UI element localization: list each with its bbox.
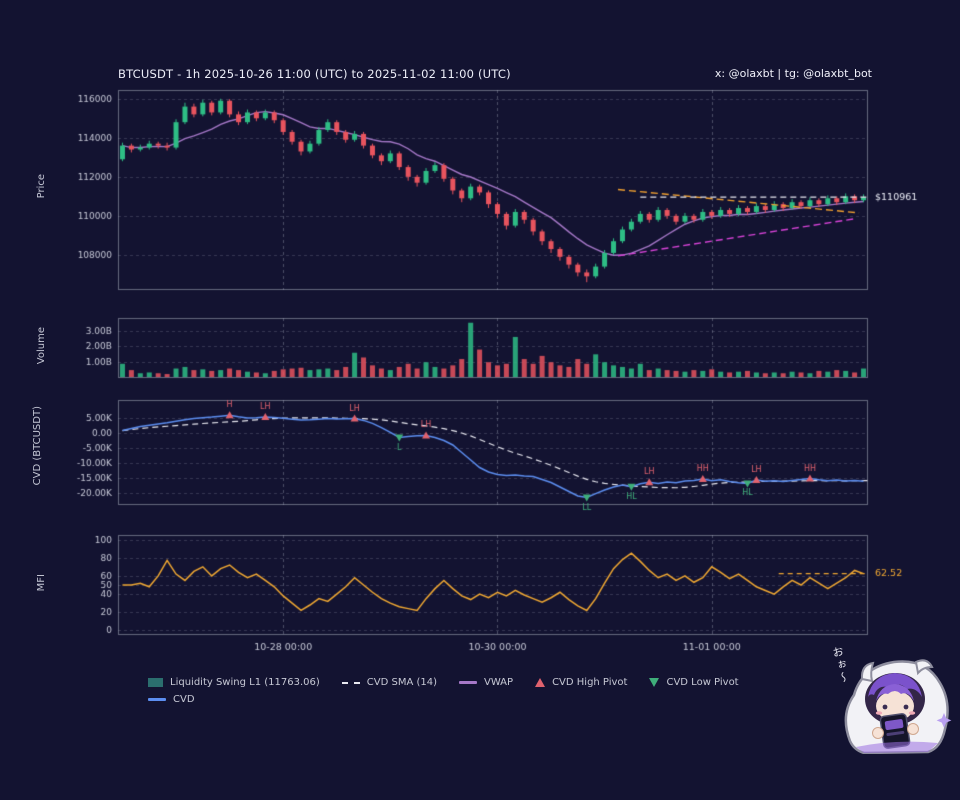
volume-axis-title: Volume [36, 327, 47, 365]
legend-item: CVD SMA (14) [341, 677, 437, 688]
legend: Liquidity Swing L1 (11763.06) CVD SMA (14… [148, 677, 788, 711]
legend-item: CVD High Pivot [535, 677, 627, 688]
legend-swatch-triangle-up [535, 678, 546, 687]
price-axis-title: Price [36, 174, 47, 199]
legend-label: CVD [173, 694, 195, 705]
legend-row-2: CVD [148, 694, 788, 705]
legend-label: CVD SMA (14) [366, 677, 437, 688]
mascot-image [844, 659, 952, 754]
watermark-handles: x: @olaxbt | tg: @olaxbt_bot [714, 67, 872, 80]
mascot: おぉ〜 [824, 644, 960, 756]
legend-item: Liquidity Swing L1 (11763.06) [148, 677, 320, 688]
legend-item: CVD [148, 694, 195, 705]
legend-row-1: Liquidity Swing L1 (11763.06) CVD SMA (14… [148, 677, 788, 688]
legend-item: CVD Low Pivot [649, 677, 739, 688]
legend-swatch-triangle-down [649, 678, 660, 687]
legend-label: Liquidity Swing L1 (11763.06) [170, 677, 320, 688]
mfi-axis-title: MFI [36, 574, 47, 592]
legend-swatch-line [459, 681, 477, 684]
legend-swatch-dashed-line [341, 681, 360, 684]
legend-item: VWAP [459, 677, 513, 688]
legend-swatch-box [148, 678, 163, 687]
legend-label: CVD Low Pivot [666, 677, 739, 688]
legend-label: VWAP [484, 677, 514, 688]
legend-label: CVD High Pivot [552, 677, 628, 688]
chart-title: BTCUSDT - 1h 2025-10-26 11:00 (UTC) to 2… [118, 67, 511, 81]
cvd-axis-title: CVD (BTCUSDT) [32, 406, 43, 486]
legend-swatch-line [148, 698, 166, 701]
